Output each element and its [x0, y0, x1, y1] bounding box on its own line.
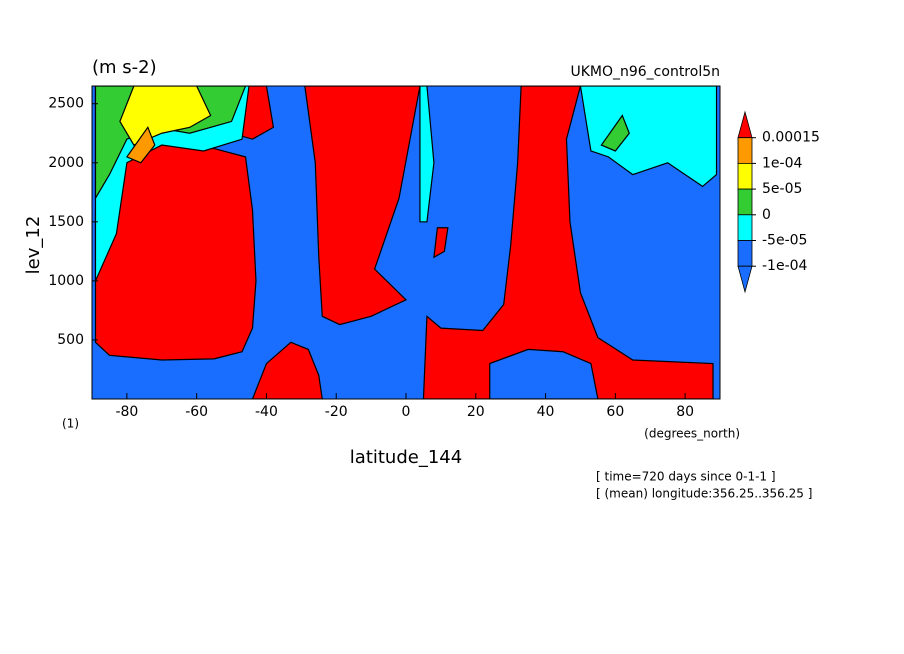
colorbar-label: -1e-04: [762, 258, 808, 274]
contour-region: [251, 341, 323, 399]
contour-region: [433, 227, 449, 259]
y-axis-label: lev_12: [23, 216, 44, 275]
contour-region: [489, 348, 599, 399]
contour-region: [419, 86, 435, 223]
y-units: (1): [62, 417, 79, 431]
annotation: [ time=720 days since 0-1-1 ]: [596, 470, 776, 484]
x-tick-label: -60: [185, 404, 208, 420]
colorbar-swatch: [737, 110, 753, 139]
x-tick-label: 20: [467, 404, 485, 420]
contour-region: [304, 86, 421, 326]
x-tick-label: -40: [255, 404, 278, 420]
colorbar-label: 0: [762, 207, 771, 223]
contour-region: [579, 86, 718, 188]
y-tick-label: 500: [57, 332, 84, 348]
colorbar-label: -5e-05: [762, 233, 807, 249]
colorbar-swatch: [737, 265, 753, 294]
colorbar-swatch: [737, 240, 753, 267]
y-tick-label: 2500: [48, 96, 84, 112]
x-tick-label: -80: [115, 404, 138, 420]
x-tick-label: 0: [402, 404, 411, 420]
colorbar-label: 0.00015: [762, 130, 820, 146]
colorbar-label: 1e-04: [762, 155, 802, 171]
chart-subtitle: UKMO_n96_control5n: [570, 64, 720, 80]
y-tick-label: 2000: [48, 155, 84, 171]
colorbar-swatch: [737, 214, 753, 241]
contour-region: [125, 126, 156, 164]
x-axis-label: latitude_144: [350, 447, 462, 468]
y-tick-label: 1500: [48, 214, 84, 230]
colorbar-swatch: [737, 137, 753, 164]
colorbar-swatch: [737, 188, 753, 216]
annotation: [ (mean) longitude:356.25..356.25 ]: [596, 487, 812, 501]
x-tick-label: 60: [606, 404, 624, 420]
x-units: (degrees_north): [644, 427, 740, 441]
contour-region: [600, 114, 630, 152]
regions: [94, 86, 718, 399]
y-tick-label: 1000: [48, 273, 84, 289]
colorbar-label: 5e-05: [762, 181, 802, 197]
colorbar-swatch: [737, 162, 753, 190]
x-tick-label: 40: [537, 404, 555, 420]
chart-title: (m s-2): [92, 57, 157, 78]
x-tick-label: -20: [325, 404, 348, 420]
x-tick-label: 80: [676, 404, 694, 420]
contour-region: [422, 86, 714, 399]
